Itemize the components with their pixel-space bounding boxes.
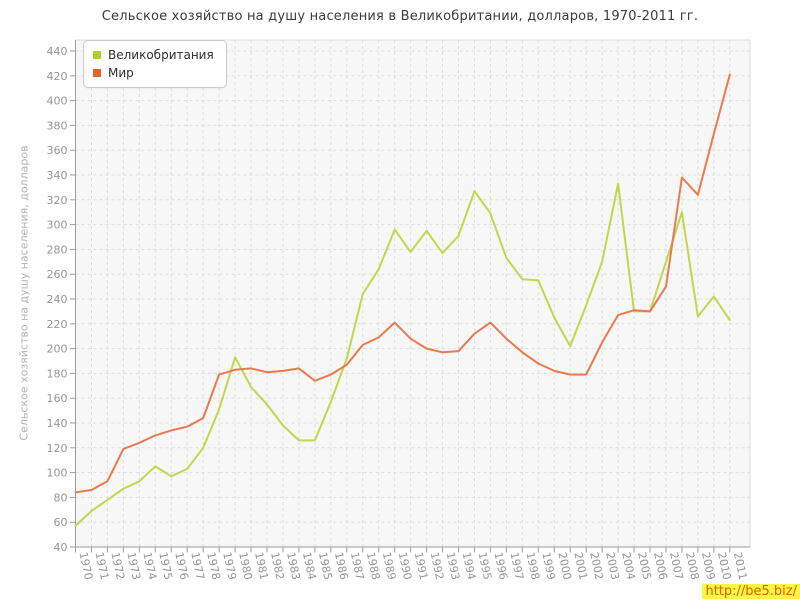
y-tick-label: 380 xyxy=(47,119,68,132)
x-tick-label: 1994 xyxy=(460,551,479,581)
x-tick-label: 1978 xyxy=(204,551,223,581)
y-tick-label: 120 xyxy=(47,442,68,455)
series-line-world xyxy=(74,73,731,494)
y-tick-label: 200 xyxy=(47,343,68,356)
x-tick-label: 1977 xyxy=(188,551,207,581)
x-tick-label: 1998 xyxy=(523,551,542,581)
x-tick-label: 1976 xyxy=(172,551,191,581)
x-tick-label: 2009 xyxy=(699,551,718,581)
x-tick-label: 1999 xyxy=(539,551,558,581)
x-tick-label: 2008 xyxy=(683,551,702,581)
x-tick-label: 1975 xyxy=(156,551,175,581)
y-tick-label: 160 xyxy=(47,392,68,405)
y-tick-label: 220 xyxy=(47,318,68,331)
y-tick-label: 180 xyxy=(47,367,68,380)
legend-label-uk: Великобритания xyxy=(108,48,214,62)
y-tick-label: 400 xyxy=(47,95,68,108)
y-tick-label: 100 xyxy=(47,467,68,480)
x-tick-label: 2004 xyxy=(619,551,638,581)
y-tick-label: 280 xyxy=(47,243,68,256)
x-tick-label: 1981 xyxy=(252,551,271,581)
y-tick-label: 360 xyxy=(47,144,68,157)
x-tick-label: 1989 xyxy=(380,551,399,581)
x-tick-label: 1972 xyxy=(108,551,127,581)
x-tick-label: 2006 xyxy=(651,551,670,581)
y-tick-label: 440 xyxy=(47,45,68,58)
x-tick-label: 1970 xyxy=(77,551,96,581)
x-tick-label: 1971 xyxy=(93,551,112,581)
y-tick-label: 340 xyxy=(47,169,68,182)
x-tick-label: 2011 xyxy=(731,551,750,581)
series-line-uk xyxy=(74,182,731,527)
x-tick-label: 2002 xyxy=(587,551,606,581)
uk-series-swatch xyxy=(93,51,101,59)
legend-item-world[interactable]: Мир xyxy=(93,64,214,82)
legend-label-world: Мир xyxy=(108,66,134,80)
x-tick-label: 1991 xyxy=(412,551,431,581)
x-tick-label: 1986 xyxy=(332,551,351,581)
x-tick-label: 2000 xyxy=(555,551,574,581)
x-tick-label: 1997 xyxy=(507,551,526,581)
x-tick-label: 1984 xyxy=(300,551,319,581)
x-tick-label: 1992 xyxy=(428,551,447,581)
y-tick-label: 320 xyxy=(47,194,68,207)
x-tick-label: 1990 xyxy=(396,551,415,581)
x-tick-label: 1988 xyxy=(364,551,383,581)
x-tick-label: 1980 xyxy=(236,551,255,581)
plot-background xyxy=(75,39,751,548)
x-tick-label: 1985 xyxy=(316,551,335,581)
x-tick-label: 2001 xyxy=(571,551,590,581)
x-tick-label: 2007 xyxy=(667,551,686,581)
world-series-swatch xyxy=(93,69,101,77)
x-tick-label: 1979 xyxy=(220,551,239,581)
x-tick-label: 2005 xyxy=(635,551,654,581)
x-tick-label: 1993 xyxy=(444,551,463,581)
x-tick-label: 2003 xyxy=(603,551,622,581)
x-tick-label: 1987 xyxy=(348,551,367,581)
x-tick-label: 1995 xyxy=(476,551,495,581)
chart-title: Сельское хозяйство на душу населения в В… xyxy=(101,9,699,24)
legend: Великобритания Мир xyxy=(83,40,227,88)
y-tick-label: 40 xyxy=(54,541,68,554)
y-tick-label: 60 xyxy=(54,516,68,529)
y-tick-label: 140 xyxy=(47,417,68,430)
x-tick-label: 1973 xyxy=(124,551,143,581)
y-tick-label: 240 xyxy=(47,293,68,306)
x-tick-label: 2010 xyxy=(715,551,734,581)
x-tick-label: 1983 xyxy=(284,551,303,581)
y-tick-label: 260 xyxy=(47,268,68,281)
y-tick-label: 420 xyxy=(47,70,68,83)
y-tick-label: 300 xyxy=(47,219,68,232)
y-tick-label: 80 xyxy=(54,491,68,504)
x-tick-label: 1982 xyxy=(268,551,287,581)
watermark-link[interactable]: http://be5.biz/ xyxy=(702,584,800,599)
legend-item-uk[interactable]: Великобритания xyxy=(93,46,214,64)
x-tick-label: 1996 xyxy=(491,551,510,581)
x-tick-label: 1974 xyxy=(140,551,159,581)
